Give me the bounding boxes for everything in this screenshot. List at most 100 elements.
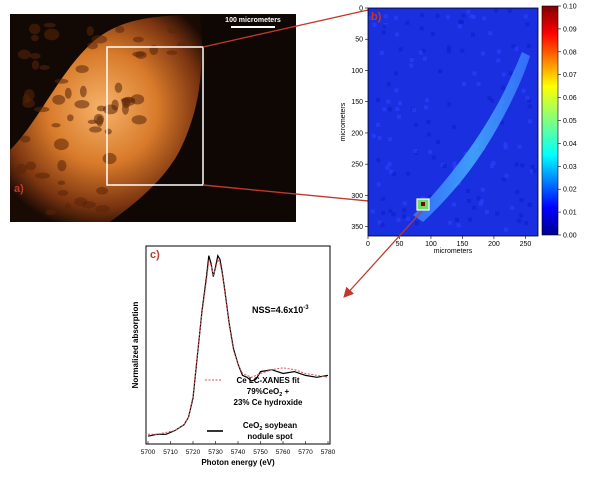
map-pixel [520,163,525,168]
map-pixel [521,88,526,93]
cell-dot [67,114,74,122]
map-x-tick-label: 0 [366,241,370,248]
panel-a: 100 micrometers a) [10,14,296,222]
map-pixel [372,23,377,28]
spectrum-x-tick-label: 5710 [163,449,178,456]
legend-sample-line1-post: soybean [262,421,297,430]
map-pixel [422,56,427,61]
cell-dot [16,163,27,174]
spectrum-x-tick-label: 5760 [276,449,291,456]
map-pixel [471,32,476,37]
map-pixel [448,220,453,225]
map-pixel [527,119,532,124]
nss-exponent: -3 [303,305,309,311]
map-y-tick-label: 100 [351,68,363,75]
map-pixel [436,140,441,145]
map-y-tick-label: 50 [355,37,363,44]
legend-fit-line2: 79%CeO2 + [247,387,290,398]
scale-bar-label: 100 micrometers [225,17,281,24]
map-pixel [459,19,464,24]
map-pixel [451,202,456,207]
map-pixel [379,50,384,55]
cell-dot [53,138,69,151]
cell-dot [25,161,37,171]
cell-dot [132,51,145,57]
map-pixel [394,15,399,20]
cell-dot [79,85,87,98]
map-pixel [514,46,519,51]
map-pixel [421,48,426,53]
map-pixel [487,95,492,100]
map-pixel [469,14,474,19]
cell-dot [17,49,31,60]
map-pixel [468,217,473,222]
map-x-tick-label: 150 [457,241,469,248]
cell-dot [57,190,69,196]
map-pixel [396,114,401,119]
spectrum-y-axis-label: Normalized absorption [131,302,140,389]
map-pixel [472,205,477,210]
map-pixel [386,82,391,87]
map-pixel [457,24,462,29]
cell-dot [89,126,102,133]
map-pixel [428,150,433,155]
colorbar-tick-label: 0.01 [563,210,577,217]
map-pixel [392,172,397,177]
map-pixel [409,63,414,68]
map-pixel [524,221,529,226]
colorbar-tick-label: 0.06 [563,95,577,102]
map-pixel [413,149,418,154]
cell-dot [51,123,61,128]
map-pixel [396,217,401,222]
map-pixel [504,173,509,178]
map-pixel [447,45,452,50]
legend-fit-line3: 23% Ce hydroxide [234,398,303,407]
map-pixel [525,22,530,27]
map-pixel [420,13,425,18]
colorbar-tick-label: 0.02 [563,187,577,194]
cell-dot [114,82,123,93]
spectrum-x-tick-label: 5770 [298,449,313,456]
cell-dot [22,94,31,104]
legend-fit-line2-sub: 2 [279,392,282,398]
map-pixel [471,15,476,20]
map-x-tick-label: 250 [520,241,532,248]
map-pixel [503,142,508,147]
map-pixel [461,13,466,18]
map-pixel [394,88,399,93]
map-pixel [480,187,485,192]
map-pixel [409,57,414,62]
map-pixel [479,199,484,204]
map-pixel [435,13,440,18]
cell-dot [43,22,56,28]
cell-dot [87,119,98,125]
map-pixel [447,102,452,107]
map-pixel [515,189,520,194]
map-pixel [476,196,481,201]
map-pixel [418,50,423,55]
map-x-tick-label: 200 [488,241,500,248]
map-pixel [519,198,524,203]
map-pixel [387,137,392,142]
spectrum-x-tick-label: 5730 [208,449,223,456]
map-y-tick-label: 0 [359,6,363,13]
spectrum-fit-line [148,258,329,435]
cell-dot [31,60,40,70]
cell-dot [30,34,39,42]
cell-dot [81,201,96,209]
map-pixel [501,177,506,182]
cell-dot [64,87,72,99]
map-pixel [527,98,532,103]
spectrum-x-tick-label: 5720 [186,449,201,456]
legend-sample-line2: nodule spot [247,432,293,441]
spectrum-lines [147,254,329,437]
map-pixel [382,107,387,112]
map-pixel [383,14,388,19]
map-y-tick-label: 200 [351,130,363,137]
map-pixel [445,15,450,20]
cell-dot [96,186,109,195]
map-pixel [527,202,532,207]
spectrum-x-axis-label: Photon energy (eV) [201,458,275,467]
map-pixel [466,188,471,193]
map-pixel [527,104,532,109]
